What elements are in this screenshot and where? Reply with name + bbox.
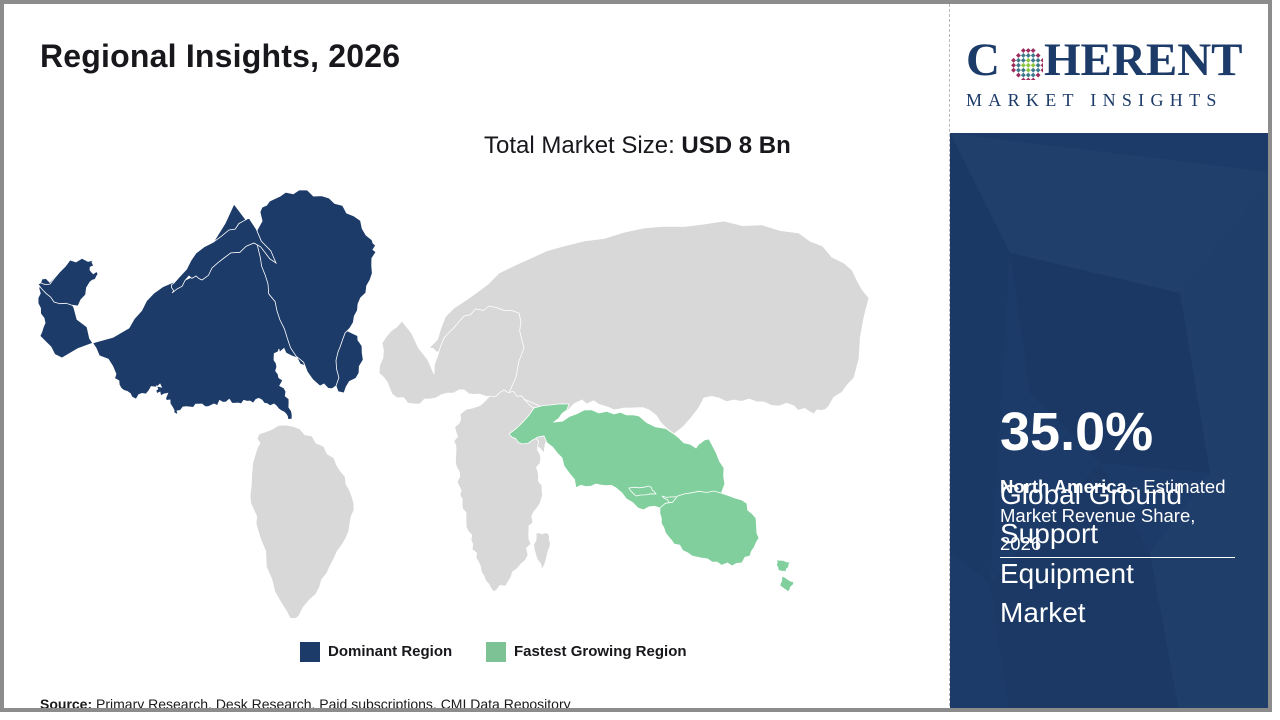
newzealand_n — [776, 560, 790, 572]
madagascar — [534, 533, 551, 570]
samerica — [250, 425, 354, 618]
australia — [660, 491, 759, 566]
newzealand_s — [780, 576, 794, 592]
